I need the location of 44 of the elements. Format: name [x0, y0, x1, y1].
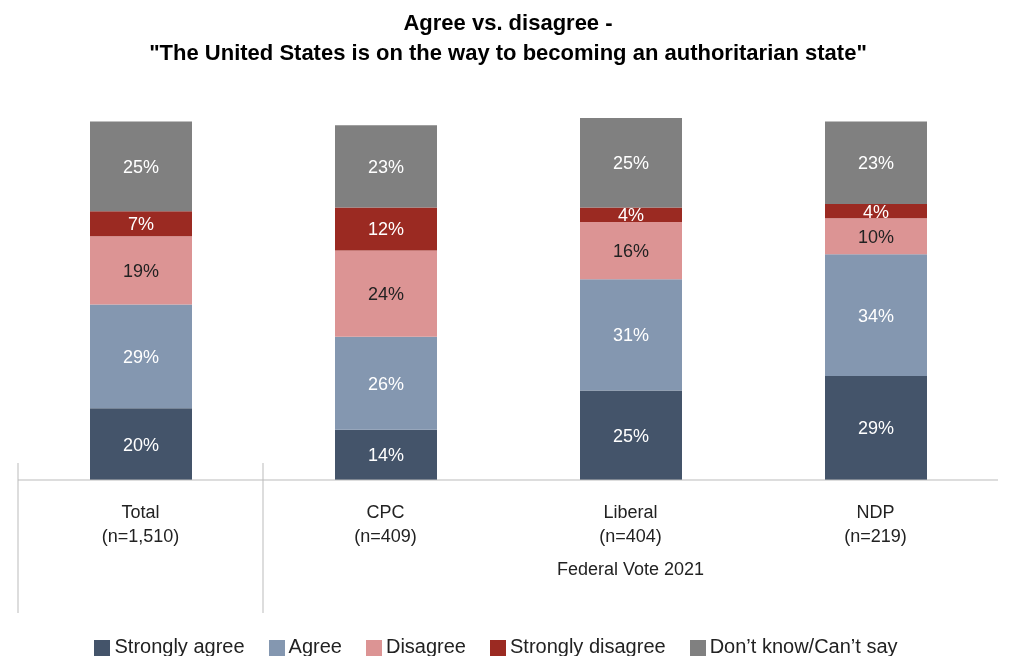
bar [580, 390, 682, 480]
bar [825, 121, 927, 205]
x-tick-label: Total (n=1,510) [101, 502, 180, 546]
data-label: 29% [122, 346, 160, 367]
bar [825, 376, 927, 480]
data-label: 23% [367, 156, 405, 177]
bar [90, 121, 192, 212]
x-tick-label: NDP (n=219) [844, 502, 907, 546]
data-label: 25% [122, 156, 160, 177]
data-label: 4% [862, 201, 890, 222]
data-label: 16% [612, 241, 650, 261]
data-label: 14% [367, 445, 405, 466]
data-label: 31% [612, 325, 650, 346]
bar [90, 408, 192, 480]
text: Federal Vote 2021 [556, 559, 705, 579]
data-label: 24% [367, 284, 405, 305]
data-label: 25% [612, 425, 650, 446]
data-label: 19% [122, 260, 160, 281]
bar [580, 279, 682, 391]
bar [335, 250, 437, 337]
bar [90, 211, 192, 237]
bar [335, 336, 437, 430]
data-label: 34% [857, 305, 895, 326]
data-label: 4% [617, 205, 645, 226]
bar [90, 236, 192, 305]
data-label: 25% [612, 153, 650, 174]
data-label: 7% [127, 214, 155, 235]
data-label: 23% [857, 153, 895, 174]
bar [825, 218, 927, 255]
data-label: 26% [367, 373, 405, 394]
bar [335, 429, 437, 480]
x-tick-label: Liberal (n=404) [599, 502, 662, 546]
data-label: 10% [857, 226, 895, 247]
bar [335, 207, 437, 251]
data-label: 20% [122, 434, 160, 455]
bar [335, 125, 437, 208]
chart-title: Agree vs. disagree - "The United States is on the way to becoming an authoritarian state" [148, 9, 868, 67]
data-label: 12% [367, 219, 405, 240]
bar [90, 304, 192, 409]
bar [580, 118, 682, 208]
bar [580, 221, 682, 280]
x-tick-label: CPC (n=409) [354, 502, 417, 546]
data-label: 29% [857, 418, 895, 439]
bar [825, 254, 927, 377]
